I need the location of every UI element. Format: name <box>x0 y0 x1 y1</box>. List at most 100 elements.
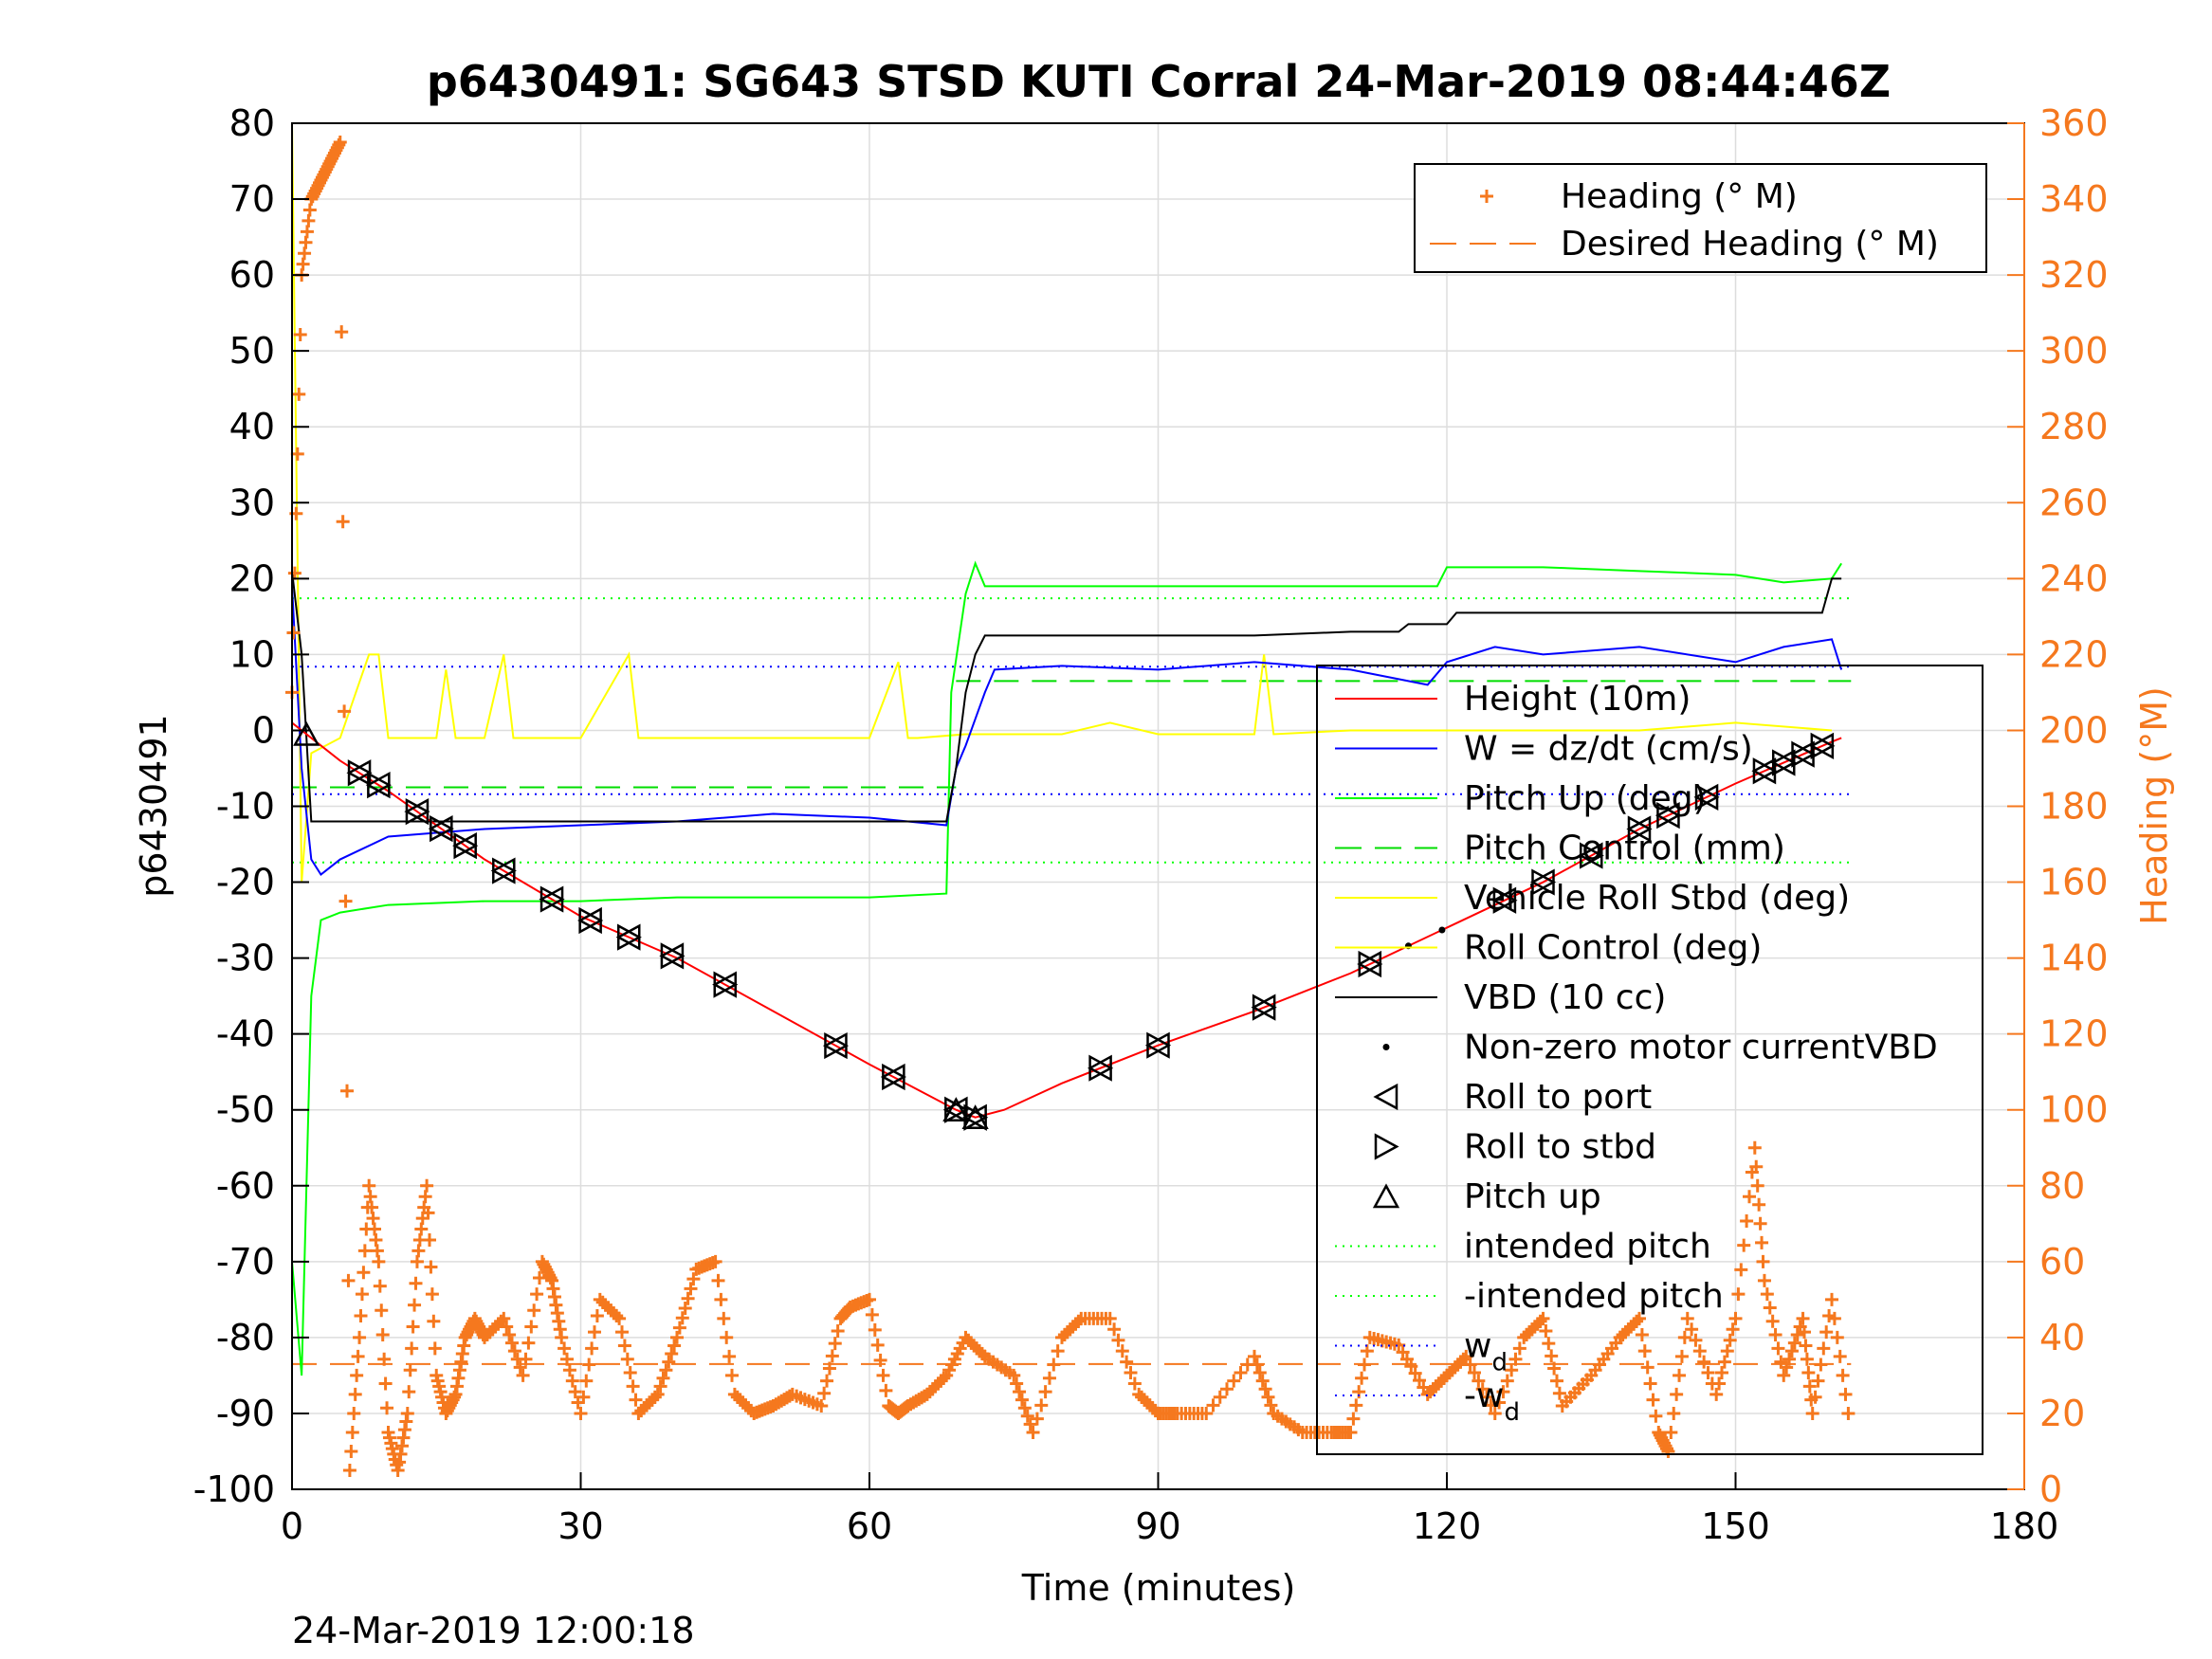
heading-marker <box>1637 1344 1652 1358</box>
heading-marker <box>686 1272 701 1286</box>
heading-marker <box>1227 1374 1241 1388</box>
heading-marker <box>659 1363 673 1377</box>
heading-marker <box>1533 1314 1547 1328</box>
heading-marker <box>653 1379 667 1394</box>
heading-marker <box>1488 1406 1502 1420</box>
y-tick-label-left: -90 <box>216 1393 275 1434</box>
heading-marker <box>335 325 349 339</box>
roll-to-stbd-marker <box>1358 950 1383 978</box>
heading-marker <box>863 1292 876 1306</box>
legend-main-label-text: Roll to port <box>1464 1078 1652 1117</box>
heading-marker <box>345 1425 359 1439</box>
heading-marker <box>1630 1314 1644 1328</box>
heading-marker <box>1500 1374 1514 1388</box>
heading-marker <box>1833 1349 1847 1363</box>
roll-to-stbd-marker <box>882 1063 906 1091</box>
y-tick-label-left: 40 <box>229 406 275 447</box>
heading-marker <box>1020 1409 1034 1423</box>
heading-marker <box>817 1386 832 1400</box>
vbd-motor-dot <box>1438 926 1446 934</box>
legend-main: Height (10m) W = dz/dt (cm/s) Pitch Up (de… <box>1316 665 1983 1455</box>
heading-marker <box>372 1254 386 1268</box>
roll-to-stbd-marker <box>1791 740 1817 768</box>
heading-marker <box>1213 1390 1227 1404</box>
heading-marker <box>1017 1401 1032 1415</box>
y-axis-label-left: p6430491 <box>133 714 174 897</box>
heading-marker <box>1545 1349 1559 1363</box>
y-tick-label-left: 20 <box>229 557 275 599</box>
legend-main-label-text: -intended pitch <box>1464 1277 1724 1316</box>
heading-marker <box>675 1311 689 1325</box>
y-tick-label-right: 20 <box>2039 1393 2085 1434</box>
y-tick-label-right: 280 <box>2039 406 2109 447</box>
y-tick-label-right: 80 <box>2039 1165 2085 1207</box>
heading-marker <box>1396 1345 1410 1359</box>
heading-marker <box>820 1374 834 1388</box>
roll-to-stbd-marker <box>1752 757 1778 785</box>
legend-swatch-roll-stbd <box>1374 1133 1399 1160</box>
heading-marker <box>338 894 353 908</box>
heading-marker <box>287 566 302 580</box>
y-tick-label-left: 70 <box>229 178 275 220</box>
legend-main-label: Roll to stbd <box>1464 1128 1656 1167</box>
heading-marker <box>678 1302 692 1316</box>
heading-marker <box>1484 1398 1498 1413</box>
heading-marker <box>373 1279 387 1293</box>
heading-marker <box>1756 1254 1770 1268</box>
roll-to-stbd-marker <box>660 942 686 970</box>
heading-marker <box>714 1292 728 1306</box>
y-axis-label-right: Heading (°M) <box>2133 686 2175 925</box>
heading-marker <box>348 1387 362 1401</box>
legend-main-label: VBD (10 cc) <box>1464 978 1666 1017</box>
heading-marker <box>1463 1358 1477 1372</box>
heading-marker <box>725 1368 739 1382</box>
heading-marker <box>351 1349 365 1363</box>
heading-marker <box>1250 1358 1264 1372</box>
heading-marker <box>560 1352 574 1366</box>
heading-marker <box>650 1387 665 1401</box>
heading-marker <box>1496 1385 1510 1399</box>
heading-marker <box>1392 1338 1406 1352</box>
y-tick-label-right: 200 <box>2039 709 2109 751</box>
roll-to-stbd-marker <box>1694 783 1720 811</box>
heading-marker <box>831 1324 845 1339</box>
heading-marker <box>1536 1311 1550 1325</box>
y-tick-label-left: -50 <box>216 1089 275 1131</box>
y-tick-label-right: 220 <box>2039 633 2109 675</box>
x-tick-label: 90 <box>1135 1505 1180 1547</box>
heading-marker <box>1042 1371 1056 1385</box>
legend-main-label: Roll Control (deg) <box>1464 929 1762 968</box>
heading-marker <box>1264 1398 1278 1413</box>
y-tick-label-left: -70 <box>216 1241 275 1283</box>
roll-to-stbd-marker <box>713 971 739 998</box>
heading-marker <box>681 1291 695 1305</box>
heading-marker <box>380 1401 394 1415</box>
heading-marker <box>1015 1393 1029 1407</box>
heading-marker <box>565 1374 579 1388</box>
heading-marker <box>1346 1412 1361 1426</box>
roll-to-stbd-marker <box>824 1031 850 1060</box>
heading-marker <box>1692 1344 1707 1358</box>
y-tick-label-right: 340 <box>2039 178 2109 220</box>
legend-heading: Heading (° M) Desired Heading (° M) <box>1414 163 1987 273</box>
legend-main-label-text: Pitch up <box>1464 1177 1601 1216</box>
heading-marker <box>574 1406 588 1420</box>
y-tick-label-right: 320 <box>2039 254 2109 296</box>
heading-marker <box>1355 1371 1369 1385</box>
heading-marker <box>333 136 347 150</box>
legend-heading-label: Heading (° M) <box>1561 177 1798 216</box>
heading-marker <box>1750 1178 1764 1193</box>
heading-marker <box>357 1244 372 1258</box>
heading-marker <box>1649 1409 1663 1423</box>
heading-marker <box>1680 1311 1694 1325</box>
heading-marker <box>1749 1159 1764 1174</box>
heading-marker <box>400 1406 414 1420</box>
heading-marker <box>1827 1311 1841 1325</box>
heading-marker <box>873 1353 887 1367</box>
heading-marker <box>1825 1292 1838 1306</box>
heading-marker <box>340 1084 354 1098</box>
roll-to-stbd-marker <box>347 759 373 787</box>
heading-marker <box>353 1330 367 1344</box>
legend-swatch-roll-port <box>1373 1083 1398 1111</box>
x-tick-label: 120 <box>1413 1505 1482 1547</box>
